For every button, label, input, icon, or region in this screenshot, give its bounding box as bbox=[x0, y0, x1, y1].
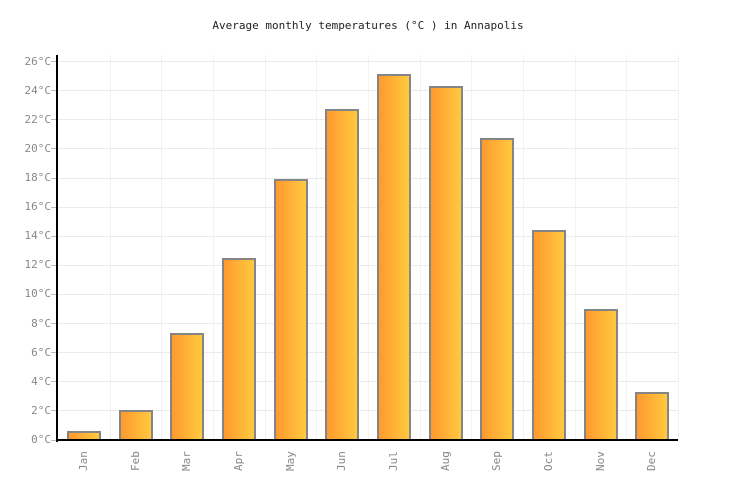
vertical-gridline bbox=[109, 55, 111, 440]
bar-oct bbox=[531, 229, 566, 441]
vertical-gridline bbox=[678, 55, 679, 440]
horizontal-gridline bbox=[58, 235, 678, 237]
bar-aug bbox=[428, 85, 463, 441]
x-axis-label-feb: Feb bbox=[128, 451, 142, 471]
horizontal-gridline bbox=[58, 90, 678, 92]
y-axis-tick bbox=[51, 235, 57, 237]
y-axis-label: 2°C bbox=[31, 403, 51, 417]
horizontal-gridline bbox=[58, 264, 678, 266]
vertical-gridline bbox=[368, 55, 369, 440]
vertical-gridline bbox=[523, 55, 524, 440]
y-axis-label: 14°C bbox=[24, 229, 52, 243]
vertical-gridline bbox=[264, 55, 266, 440]
y-axis-tick bbox=[51, 381, 57, 383]
bar-sep bbox=[480, 138, 515, 441]
y-axis-tick bbox=[51, 264, 57, 266]
y-axis-tick bbox=[51, 410, 57, 412]
bar-may bbox=[273, 178, 308, 441]
x-axis-label-mar: Mar bbox=[180, 451, 194, 471]
bar-jul bbox=[376, 74, 411, 441]
x-axis-label-apr: Apr bbox=[231, 451, 245, 471]
bar-jun bbox=[325, 109, 360, 441]
y-axis-tick bbox=[51, 439, 57, 441]
x-axis-label-jun: Jun bbox=[335, 451, 349, 471]
x-axis-label-sep: Sep bbox=[490, 451, 504, 471]
y-axis-label: 4°C bbox=[31, 374, 51, 388]
y-axis-tick bbox=[51, 323, 57, 324]
horizontal-gridline bbox=[58, 61, 678, 62]
y-axis-tick bbox=[51, 293, 57, 295]
y-axis-label: 18°C bbox=[24, 171, 52, 184]
x-axis-label-oct: Oct bbox=[541, 451, 555, 471]
y-axis-tick bbox=[51, 177, 57, 179]
y-axis-line bbox=[56, 55, 58, 442]
y-axis-label: 12°C bbox=[24, 258, 52, 272]
y-axis-label: 22°C bbox=[24, 112, 52, 126]
horizontal-gridline bbox=[58, 206, 678, 208]
vertical-gridline bbox=[419, 55, 421, 440]
y-axis-label: 20°C bbox=[24, 141, 52, 155]
vertical-gridline bbox=[161, 55, 163, 440]
y-axis-label: 16°C bbox=[24, 200, 52, 214]
horizontal-gridline bbox=[58, 119, 678, 121]
y-axis-tick bbox=[51, 119, 57, 121]
vertical-gridline bbox=[626, 55, 628, 440]
y-axis-tick bbox=[51, 148, 57, 150]
y-axis-label: 6°C bbox=[31, 345, 51, 359]
y-axis-tick bbox=[51, 206, 57, 208]
chart-title: Average monthly temperatures (°C ) in An… bbox=[212, 19, 524, 32]
x-axis-label-dec: Dec bbox=[645, 451, 659, 471]
bar-dec bbox=[635, 391, 670, 441]
x-axis-label-may: May bbox=[283, 451, 297, 471]
y-axis-label: 0°C bbox=[31, 433, 51, 446]
y-axis-tick bbox=[51, 90, 57, 92]
horizontal-gridline bbox=[58, 177, 678, 179]
y-axis-label: 26°C bbox=[24, 54, 52, 68]
bar-feb bbox=[118, 410, 153, 441]
x-axis-line bbox=[56, 439, 678, 441]
vertical-gridline bbox=[471, 55, 473, 440]
horizontal-gridline bbox=[58, 293, 678, 295]
y-axis-label: 24°C bbox=[24, 83, 52, 97]
vertical-gridline bbox=[213, 55, 214, 440]
y-axis-tick bbox=[51, 352, 57, 354]
bar-apr bbox=[221, 257, 256, 441]
bar-nov bbox=[583, 308, 618, 441]
y-axis-label: 10°C bbox=[24, 287, 52, 301]
horizontal-gridline bbox=[58, 148, 678, 150]
x-axis-label-jul: Jul bbox=[386, 451, 400, 471]
vertical-gridline bbox=[316, 55, 318, 440]
y-axis-label: 8°C bbox=[31, 316, 51, 330]
x-axis-label-nov: Nov bbox=[593, 451, 607, 471]
x-axis-label-aug: Aug bbox=[438, 451, 452, 471]
y-axis-tick bbox=[51, 61, 57, 62]
vertical-gridline bbox=[574, 55, 576, 440]
bar-mar bbox=[170, 333, 205, 441]
x-axis-label-jan: Jan bbox=[76, 451, 90, 471]
